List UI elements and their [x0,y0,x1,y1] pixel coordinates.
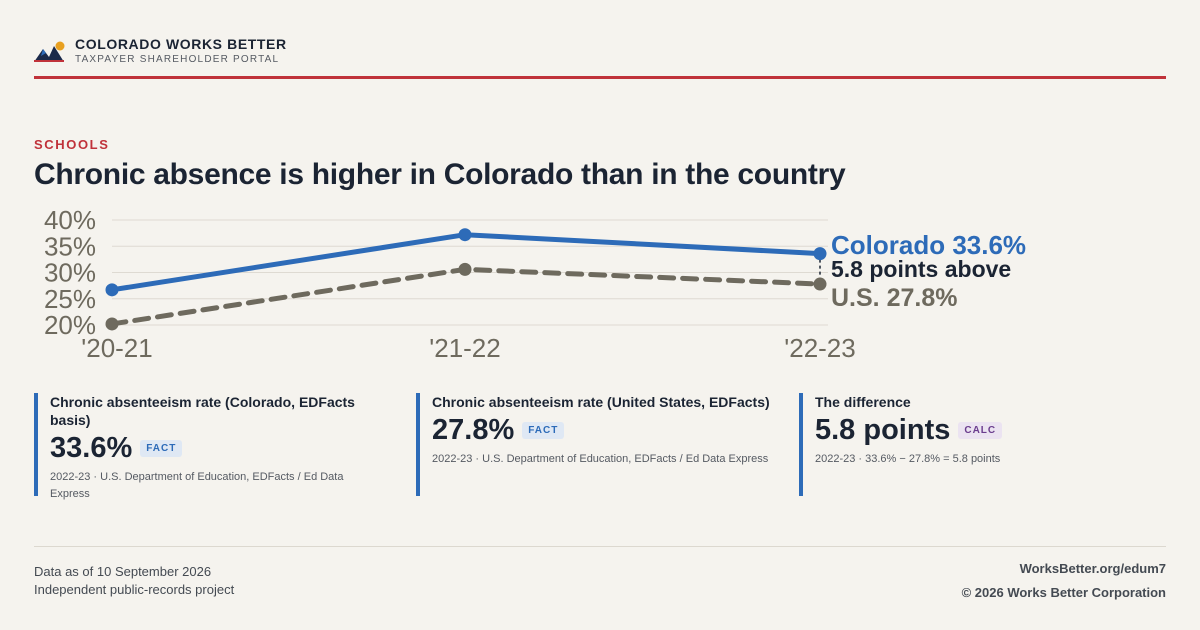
card-value: 33.6% [50,432,133,464]
y-tick-label: 25% [44,284,96,314]
x-tick-label: '20-21 [81,333,152,363]
line-chart: 40%35%30%25%20% '20-21 '21-22 '22-23 Color… [44,205,1026,363]
site-header: COLORADO WORKS BETTER TAXPAYER SHAREHOLD… [34,34,1166,79]
x-tick-label: '21-22 [429,333,500,363]
y-tick-label: 30% [44,258,96,288]
footer-right: WorksBetter.org/edum7 © 2026 Works Bette… [962,557,1166,605]
card-label: Chronic absenteeism rate (United States,… [432,394,770,410]
fact-badge: FACT [140,439,183,457]
us-data-point [458,262,472,276]
calc-badge: CALC [958,421,1003,439]
us-end-label: U.S. 27.8% [831,284,957,312]
us-data-point [105,317,119,331]
difference-end-label: 5.8 points above [831,256,1011,282]
copyright: © 2026 Works Better Corporation [961,585,1166,600]
mountain-logo-icon [34,41,65,62]
colorado-rate-card: Chronic absenteeism rate (Colorado, EDFa… [34,393,380,500]
card-label: The difference [815,394,911,410]
us-rate-card: Chronic absenteeism rate (United States,… [416,393,784,496]
us-data-point [813,277,827,291]
card-source: 2022-23 · 33.6% − 27.8% = 5.8 points [815,453,1001,465]
footer-divider [34,546,1166,547]
y-tick-label: 40% [44,205,96,235]
end-labels: Colorado 33.6% 5.8 points above U.S. 27.… [831,230,1026,312]
y-tick-label: 35% [44,231,96,261]
card-label: Chronic absenteeism rate (Colorado, EDFa… [50,394,355,428]
card-value: 5.8 points [815,414,951,446]
footer-left: Data as of 10 September 2026 Independent… [34,563,234,599]
project-note: Independent public-records project [34,582,235,597]
brand-name: COLORADO WORKS BETTER [75,36,287,52]
brand-subtitle: TAXPAYER SHAREHOLDER PORTAL [75,54,280,65]
fact-badge: FACT [522,421,565,439]
colorado-end-label: Colorado 33.6% [831,230,1026,260]
chart-series [105,228,827,331]
x-axis-ticks: '20-21 '21-22 '22-23 [81,333,855,363]
card-value: 27.8% [432,414,515,446]
card-source: 2022-23 · U.S. Department of Education, … [432,453,769,465]
colorado-data-point [105,283,119,297]
y-axis-ticks: 40%35%30%25%20% [44,205,96,340]
card-source: 2022-23 · U.S. Department of Education, … [50,471,344,500]
difference-card: The difference 5.8 points CALC 2022-23 ·… [799,393,1155,496]
source-link[interactable]: WorksBetter.org/edum7 [1019,561,1166,576]
colorado-data-point [813,247,827,261]
colorado-data-point [458,228,472,242]
data-as-of: Data as of 10 September 2026 [34,564,212,579]
x-tick-label: '22-23 [784,333,855,363]
section-kicker: SCHOOLS [34,137,110,152]
us-series-line [109,266,823,327]
y-tick-label: 20% [44,310,96,340]
page-title: Chronic absence is higher in Colorado th… [34,158,846,191]
